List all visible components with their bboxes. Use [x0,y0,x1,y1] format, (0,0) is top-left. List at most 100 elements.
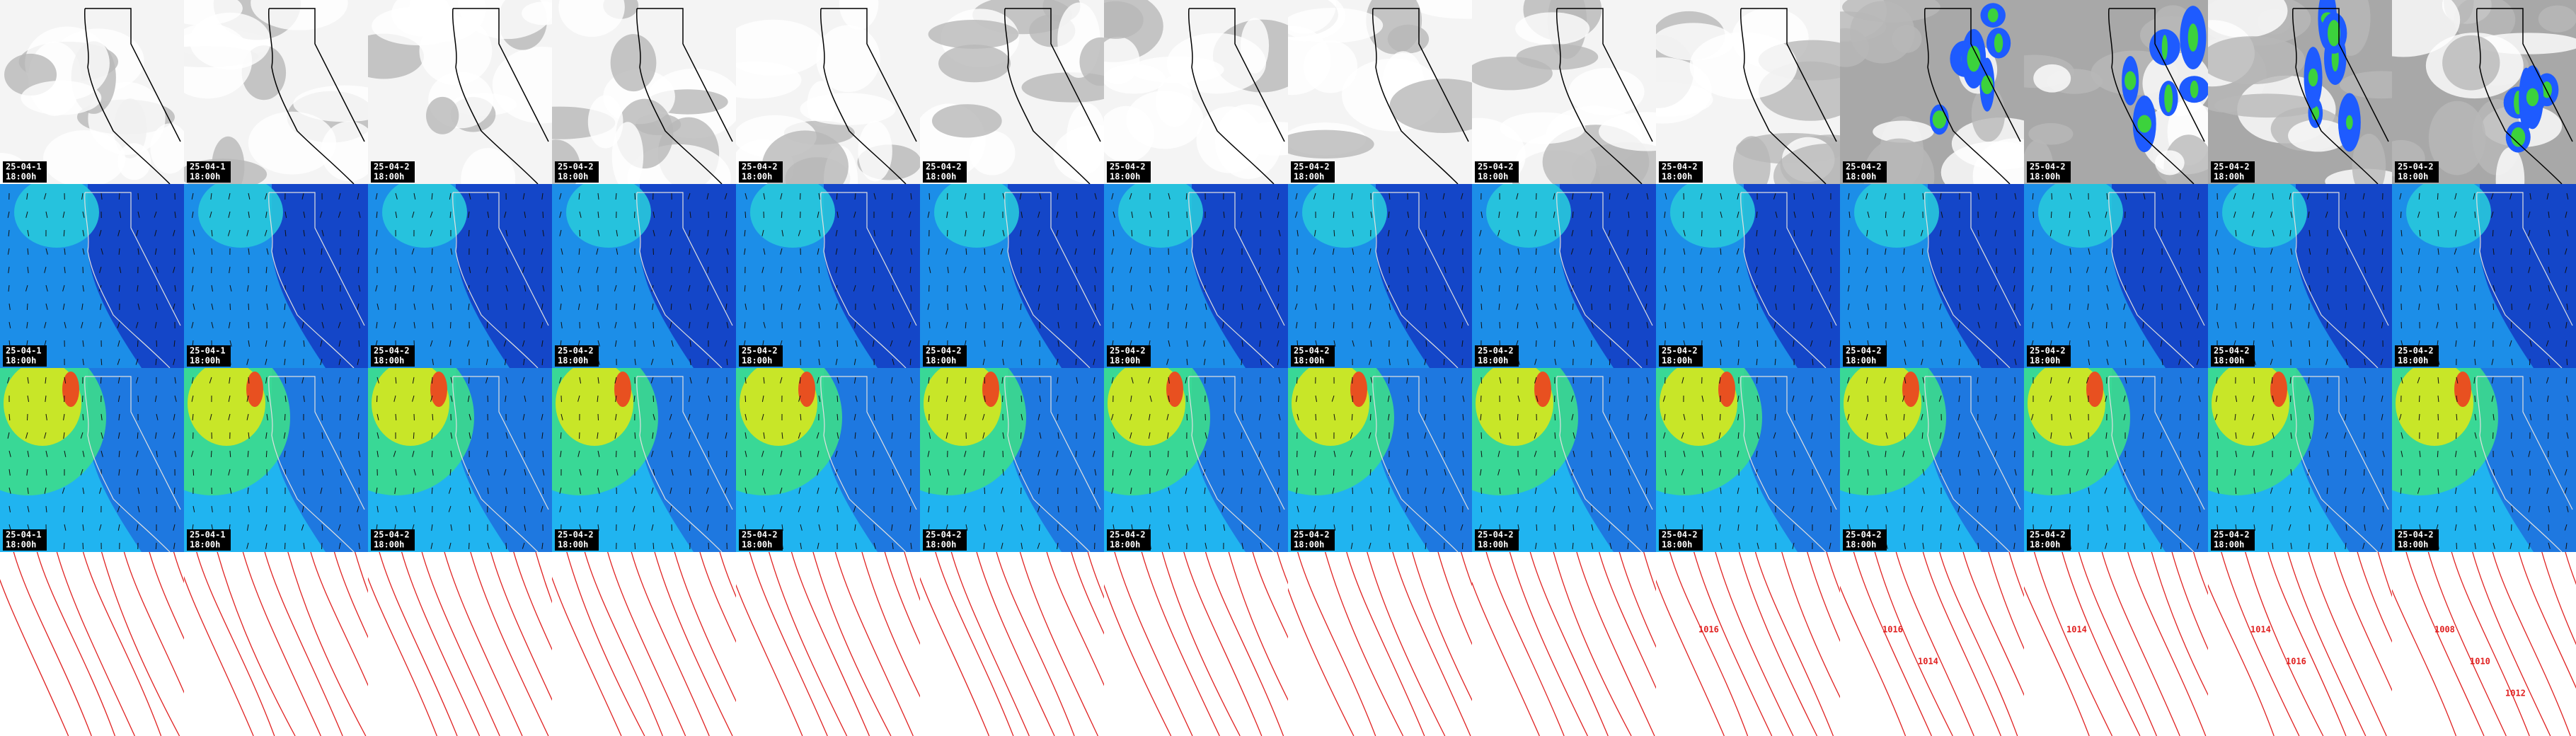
wind-arrow [1130,284,1132,292]
map-panel [1472,552,1656,736]
wind-arrow [2270,358,2273,365]
wind-arrow [597,450,600,457]
wind-arrow [1037,505,1040,512]
wind-arrow [706,303,709,310]
wind-arrow [192,303,195,310]
isobar [631,552,710,736]
wind-arrow [1921,284,1924,292]
wind-arrow [376,487,378,494]
isobar [421,552,500,736]
wind-arrow [2272,321,2274,329]
wind-arrow [1720,321,1722,329]
wind-arrow [1609,248,1611,255]
wind-arrow [964,487,967,494]
wind-arrow [1553,468,1556,476]
wind-arrow [2030,303,2034,310]
wind-arrow [800,524,803,531]
wind-arrow [1388,358,1391,365]
wind-core [934,184,1019,248]
panel-date: 25-04-1 [6,346,42,356]
wind-arrow [1736,266,1740,273]
wind-arrow [2197,303,2200,310]
wind-arrow [1628,468,1631,476]
wind-arrow [1074,468,1077,476]
isobar [217,552,296,736]
wind-arrow [1148,321,1151,328]
wind-arrow [1425,211,1427,218]
wind-arrow [1480,395,1482,403]
wind-arrow [2215,229,2218,236]
wind-arrow [892,413,894,421]
wind-arrow [2106,450,2108,457]
wind-arrow [2124,542,2126,550]
wind-arrow [1940,340,1942,347]
map-panel: 25-04-218:00h [1472,0,1656,184]
wind-arrow [1516,505,1519,512]
wind-arrow [1720,248,1722,255]
wind-arrow [1333,413,1335,420]
wind-arrow [1444,340,1446,347]
wind-arrow [1425,376,1427,384]
wind-arrow [522,192,525,200]
wind-arrow [1425,192,1428,200]
wind-arrow [430,340,433,347]
wind-arrow [2014,248,2016,255]
wind-arrow [688,413,691,420]
cloud [2208,0,2288,38]
wind-arrow [817,487,820,494]
wind-arrow [706,413,709,420]
wind-arrow [2270,487,2273,494]
wind-arrow [1425,284,1427,292]
wind-arrow [413,505,416,512]
wind-arrow [1424,432,1427,439]
label-box [1843,161,1887,183]
wind-arrow [1664,413,1666,420]
wind-arrow [266,413,268,420]
wind-arrow [1002,229,1005,236]
wind-arrow [984,303,986,310]
wind-arrow [798,284,801,292]
wind-arrow [265,340,268,347]
wind-arrow [2548,284,2551,292]
map-panel: 25-04-218:00h [736,0,920,184]
wind-arrow [854,524,856,531]
wind-arrow [174,395,177,402]
wind-arrow [1737,505,1740,512]
wind-arrow [303,211,306,218]
wind-arrow [1260,505,1263,512]
wind-arrow [1720,211,1723,218]
wind-arrow [1517,229,1520,236]
wind-arrow [2160,266,2163,273]
cloud [610,34,657,92]
wind-arrow [1570,395,1574,402]
wind-peak [1350,372,1367,407]
state-outline [2476,376,2573,552]
wind-arrow [2380,358,2384,365]
wind-arrow [634,358,636,365]
wind-arrow [800,450,802,458]
isobar [1529,552,1609,736]
wind-arrow [1020,229,1022,236]
wind-arrow [1885,229,1888,236]
wind-arrow [1277,340,1280,347]
wind-arrow [1056,358,1059,365]
wind-arrow [1664,468,1667,476]
wind-arrow [338,340,341,347]
wind-arrow [357,432,360,439]
wind-arrow [1848,487,1851,495]
wind-arrow [1737,211,1740,218]
wind-arrow [1922,266,1924,274]
wind-arrow [1700,284,1703,292]
wind-arrow [2345,192,2347,200]
wind-arrow [2566,192,2569,200]
cloud [736,19,825,76]
wind-arrow [1149,395,1152,402]
wind-arrow [156,340,158,347]
wind-arrow [319,211,323,218]
wind-arrow [1922,542,1924,549]
isobar [884,552,920,645]
isobar-label: 1016 [1882,625,1903,635]
wind-arrow [2566,395,2569,402]
wind-arrow [1683,450,1686,457]
wind-arrow [2180,340,2182,347]
